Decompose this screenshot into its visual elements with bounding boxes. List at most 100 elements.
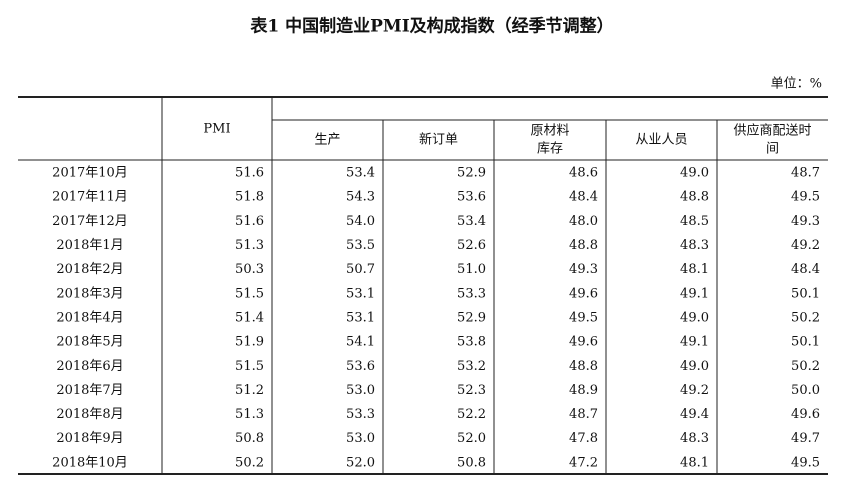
column-header: 库存 [537,141,563,157]
column-header: PMI [203,122,230,137]
cell: 48.7 [569,407,598,422]
cell: 53.3 [346,407,375,422]
cell: 50.2 [791,359,820,374]
cell: 52.0 [457,431,486,446]
cell: 49.5 [791,190,820,205]
cell: 48.8 [569,238,598,253]
cell: 51.5 [235,286,264,301]
row-label: 2018年5月 [56,335,123,350]
unit: 单位：% [771,77,822,92]
cell: 49.1 [680,335,709,350]
cell: 48.0 [569,214,598,229]
cell: 53.4 [346,166,375,181]
row-label: 2018年7月 [56,383,123,398]
cell: 48.5 [680,214,709,229]
cell: 54.0 [346,214,375,229]
cell: 49.0 [680,359,709,374]
cell: 47.2 [569,455,598,470]
cell: 51.2 [235,383,264,398]
cell: 48.4 [791,262,820,277]
cell: 49.5 [569,310,598,325]
cell: 53.2 [457,359,486,374]
row-label: 2018年1月 [56,238,123,253]
cell: 50.3 [235,262,264,277]
cell: 51.9 [235,335,264,350]
cell: 48.9 [569,383,598,398]
cell: 49.2 [680,383,709,398]
cell: 51.3 [235,407,264,422]
cell: 49.2 [791,238,820,253]
cell: 48.7 [791,166,820,181]
cell: 48.4 [569,190,598,205]
cell: 50.2 [235,455,264,470]
cell: 51.4 [235,310,264,325]
cell: 49.6 [791,407,820,422]
row-label: 2018年2月 [56,262,123,277]
cell: 53.6 [457,190,486,205]
cell: 50.0 [791,383,820,398]
cell: 49.4 [680,407,709,422]
cell: 48.1 [680,455,709,470]
cell: 52.3 [457,383,486,398]
row-label: 2017年10月 [52,166,128,181]
cell: 48.3 [680,431,709,446]
cell: 51.8 [235,190,264,205]
cell: 54.3 [346,190,375,205]
cell: 49.6 [569,335,598,350]
row-label: 2018年6月 [56,359,123,374]
cell: 49.3 [569,262,598,277]
cell: 50.7 [346,262,375,277]
cell: 48.8 [680,190,709,205]
cell: 49.0 [680,310,709,325]
cell: 53.6 [346,359,375,374]
cell: 51.5 [235,359,264,374]
cell: 49.0 [680,166,709,181]
cell: 53.5 [346,238,375,253]
column-header: 原材料 [530,124,569,139]
column-header: 生产 [314,133,340,148]
cell: 53.4 [457,214,486,229]
row-label: 2018年9月 [56,431,123,446]
cell: 48.3 [680,238,709,253]
cell: 51.3 [235,238,264,253]
cell: 49.3 [791,214,820,229]
cell: 51.0 [457,262,486,277]
row-label: 2017年11月 [52,190,128,205]
cell: 53.3 [457,286,486,301]
column-header: 从业人员 [635,133,687,148]
cell: 53.8 [457,335,486,350]
cell: 51.6 [235,214,264,229]
cell: 50.8 [457,455,486,470]
cell: 52.9 [457,310,486,325]
column-header: 供应商配送时 [733,123,811,139]
column-header: 新订单 [419,132,458,148]
cell: 52.2 [457,407,486,422]
row-label: 2018年10月 [52,455,128,470]
row-label: 2017年12月 [52,214,128,229]
cell: 49.6 [569,286,598,301]
cell: 49.1 [680,286,709,301]
cell: 52.0 [346,455,375,470]
row-label: 2018年4月 [56,310,123,325]
cell: 49.7 [791,431,820,446]
cell: 52.6 [457,238,486,253]
cell: 49.5 [791,455,820,470]
title: 表1 中国制造业PMI及构成指数（经季节调整） [250,16,613,37]
cell: 48.6 [569,166,598,181]
cell: 50.1 [791,286,820,301]
cell: 50.1 [791,335,820,350]
cell: 50.2 [791,310,820,325]
cell: 53.1 [346,310,375,325]
row-label: 2018年3月 [56,286,123,301]
cell: 51.6 [235,166,264,181]
cell: 53.1 [346,286,375,301]
cell: 50.8 [235,431,264,446]
cell: 53.0 [346,383,375,398]
cell: 54.1 [346,335,375,350]
cell: 48.1 [680,262,709,277]
cell: 53.0 [346,431,375,446]
cell: 48.8 [569,359,598,374]
row-label: 2018年8月 [56,407,123,422]
column-header: 间 [766,142,779,157]
